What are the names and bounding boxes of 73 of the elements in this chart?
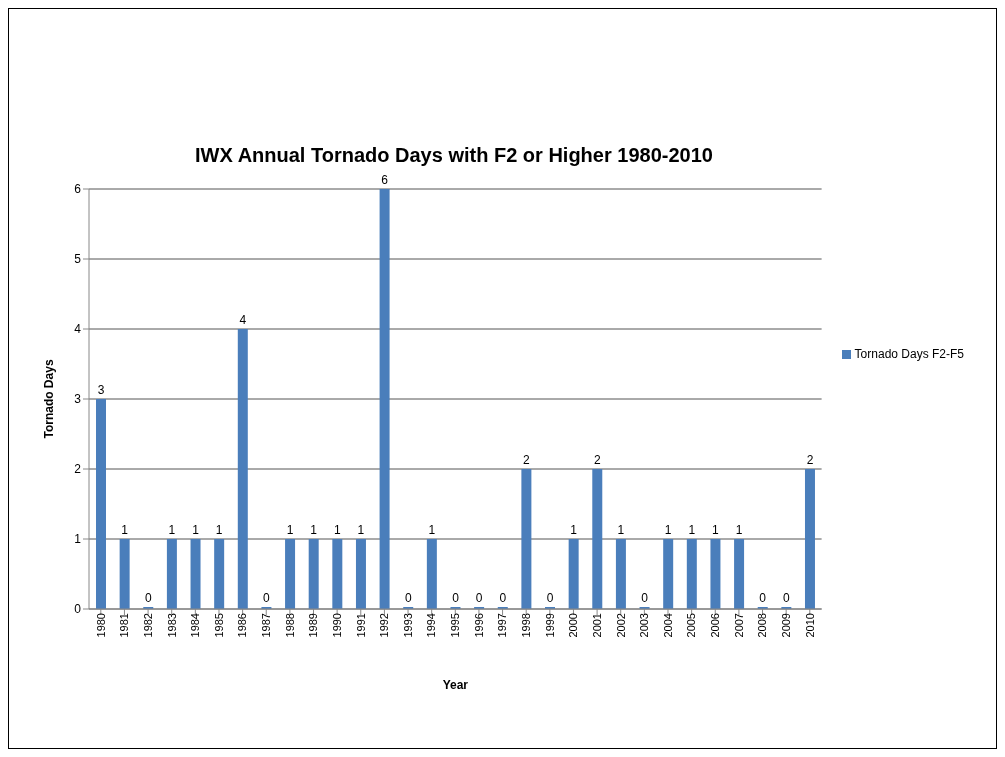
data-label: 1 [617,523,625,537]
x-tick-label: 2006 [709,613,722,638]
data-label: 0 [404,591,412,605]
x-tick-label: 1986 [236,613,249,638]
data-label: 6 [381,173,389,187]
x-tick-label: 1980 [94,613,107,638]
data-label: 1 [428,523,436,537]
x-tick-label: 1990 [330,613,343,638]
x-axis-title: Year [442,678,469,692]
x-tick-label: 1995 [449,613,462,638]
x-tick-label: 1983 [165,613,178,638]
x-tick-label: 1981 [118,613,131,638]
data-label: 0 [546,591,554,605]
data-label: 3 [97,383,105,397]
data-label: 1 [735,523,743,537]
y-tick-label: 2 [74,462,82,477]
legend-label: Tornado Days F2-F5 [854,347,964,361]
x-tick-label: 2010 [803,613,816,638]
data-label: 1 [570,523,578,537]
data-label: 1 [664,523,672,537]
data-label: 0 [499,591,507,605]
x-tick-label: 1992 [378,613,391,638]
x-tick-label: 1994 [425,613,438,638]
data-label: 1 [192,523,200,537]
chart-title: IWX Annual Tornado Days with F2 or Higher 1980-2010 [194,144,714,167]
data-label: 4 [239,313,247,327]
x-tick-label: 2000 [567,613,580,638]
x-tick-label: 1991 [354,613,367,638]
x-tick-label: 1988 [283,613,296,638]
x-tick-label: 1982 [141,613,154,638]
y-tick-label: 6 [74,182,82,197]
x-tick-label: 2005 [685,613,698,638]
data-label: 0 [759,591,767,605]
x-tick-label: 1999 [543,613,556,638]
data-label: 1 [168,523,176,537]
data-label: 0 [263,591,271,605]
x-tick-label: 2008 [756,613,769,638]
x-tick-label: 1984 [189,613,202,638]
y-tick-label: 3 [74,392,82,407]
x-tick-label: 1993 [401,613,414,638]
data-label: 0 [144,591,152,605]
data-label: 0 [783,591,790,605]
x-tick-label: 1989 [307,613,320,638]
data-label: 1 [310,523,318,537]
x-tick-label: 1987 [260,613,273,638]
y-axis-title: Tornado Days [42,359,57,439]
x-tick-label: 2007 [732,613,745,638]
x-tick-label: 2001 [590,613,603,638]
data-label: 1 [286,523,294,537]
data-label: 1 [688,523,696,537]
x-tick-label: 2004 [661,613,674,638]
x-tick-label: 2009 [779,613,792,638]
data-label: 2 [593,453,601,467]
data-label: 1 [333,523,341,537]
y-tick-label: 4 [74,322,82,337]
y-tick-label: 0 [74,602,82,617]
data-label: 0 [452,591,460,605]
data-label: 1 [357,523,365,537]
data-label: 1 [712,523,720,537]
x-tick-label: 2002 [614,613,627,638]
data-label: 2 [806,453,814,467]
x-tick-label: 1996 [472,613,485,638]
data-label: 0 [641,591,649,605]
x-tick-label: 1998 [520,613,533,638]
data-label: 1 [215,523,223,537]
y-tick-label: 5 [74,252,82,267]
x-tick-label: 1997 [496,613,509,638]
y-tick-label: 1 [74,532,82,547]
data-label: 2 [523,453,531,467]
data-label: 0 [475,591,483,605]
data-label: 1 [121,523,129,537]
x-tick-label: 1985 [212,613,225,638]
x-tick-label: 2003 [638,613,651,638]
